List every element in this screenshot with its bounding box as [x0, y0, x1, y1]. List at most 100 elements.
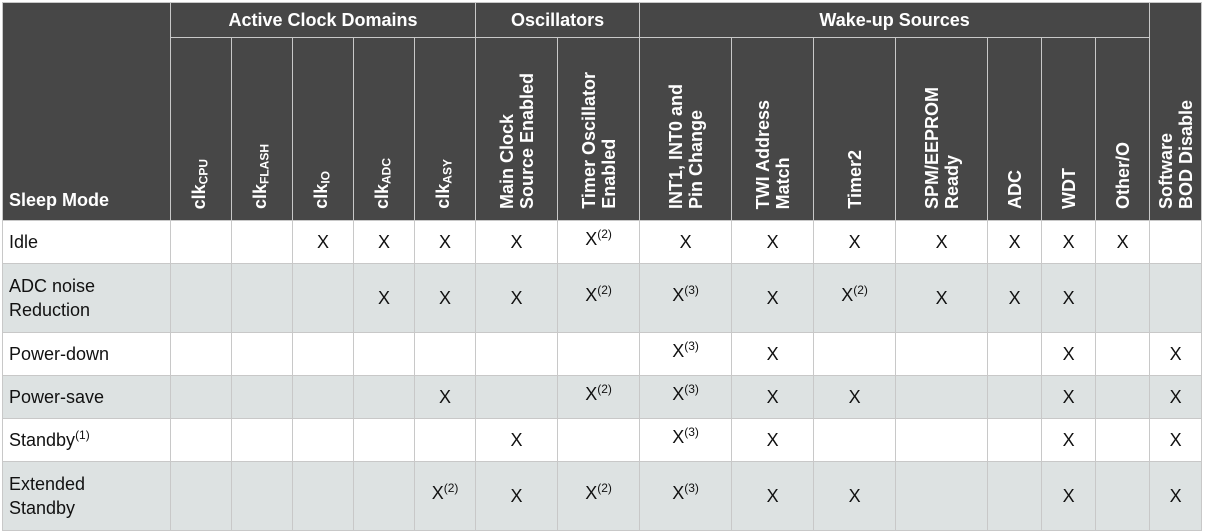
- column-header-timer-oscillator: Timer Oscillator Enabled: [557, 37, 641, 221]
- table-row: Idle X X X X X(2) X X X X X X X: [2, 220, 1203, 264]
- check-mark: X: [585, 284, 598, 305]
- footnote-marker: (2): [597, 381, 612, 396]
- check-mark: X: [510, 287, 523, 308]
- table-cell: X(3): [639, 418, 733, 462]
- table-cell: [292, 263, 354, 333]
- check-mark: X: [679, 231, 692, 252]
- column-header-clk-adc: clkADC: [353, 37, 415, 221]
- table-cell: X: [1149, 461, 1203, 531]
- check-mark: X: [848, 485, 861, 506]
- table-cell: X(2): [557, 375, 641, 419]
- check-mark: X: [766, 287, 779, 308]
- sleep-mode-name: Extended Standby: [2, 461, 171, 531]
- column-header-wdt: WDT: [1041, 37, 1097, 221]
- table-cell: X: [413, 220, 477, 264]
- check-mark: X: [848, 386, 861, 407]
- column-header-adc: ADC: [987, 37, 1043, 221]
- table-cell: [1095, 332, 1151, 376]
- table-row: ADC noise Reduction X X X X(2) X(3) X X(2) X X X: [2, 263, 1203, 333]
- check-mark: X: [1062, 343, 1075, 364]
- table-cell: X: [895, 263, 989, 333]
- check-mark: X: [316, 231, 329, 252]
- table-cell: X: [731, 220, 815, 264]
- table-cell: X: [1041, 461, 1097, 531]
- table-cell: X(2): [557, 461, 641, 531]
- table-cell: [557, 332, 641, 376]
- table-cell: X: [639, 220, 733, 264]
- footnote-marker: (3): [684, 282, 699, 297]
- check-mark: X: [439, 386, 452, 407]
- check-mark: X: [848, 231, 861, 252]
- check-mark: X: [510, 485, 523, 506]
- column-header-int-pin-change: INT1, INT0 and Pin Change: [639, 37, 733, 221]
- table-cell: X(2): [413, 461, 477, 531]
- table-cell: [413, 332, 477, 376]
- table-cell: [170, 220, 232, 264]
- check-mark: X: [1169, 485, 1182, 506]
- table-cell: X: [475, 418, 559, 462]
- table-cell: [353, 375, 415, 419]
- footnote-marker: (2): [597, 226, 612, 241]
- table-cell: [895, 418, 989, 462]
- table-cell: X: [987, 220, 1043, 264]
- check-mark: X: [766, 231, 779, 252]
- table-cell: [1095, 461, 1151, 531]
- table-row: Power-down X(3) X X X: [2, 332, 1203, 376]
- table-cell: X(3): [639, 375, 733, 419]
- sleep-mode-name: Standby(1): [2, 418, 171, 462]
- table-cell: [475, 332, 559, 376]
- check-mark: X: [585, 482, 598, 503]
- check-mark: X: [1062, 429, 1075, 450]
- table-cell: [170, 263, 232, 333]
- table-cell: X(2): [557, 263, 641, 333]
- table-cell: [170, 375, 232, 419]
- table-cell: [353, 418, 415, 462]
- table-cell: [895, 461, 989, 531]
- table-cell: [231, 332, 293, 376]
- table-cell: [170, 332, 232, 376]
- check-mark: X: [1062, 386, 1075, 407]
- column-header-clk-flash: clkFLASH: [231, 37, 293, 221]
- column-header-main-clock-source: Main Clock Source Enabled: [475, 37, 559, 221]
- check-mark: X: [439, 287, 452, 308]
- check-mark: X: [1008, 231, 1021, 252]
- check-mark: X: [672, 482, 685, 503]
- table-cell: X: [813, 375, 897, 419]
- sleep-mode-name: Power-down: [2, 332, 171, 376]
- column-header-twi-address-match: TWI Address Match: [731, 37, 815, 221]
- table-cell: [170, 418, 232, 462]
- table-cell: [895, 332, 989, 376]
- table-cell: X: [413, 375, 477, 419]
- table-cell: [231, 220, 293, 264]
- table-cell: [1149, 220, 1203, 264]
- table-cell: X: [475, 220, 559, 264]
- footnote-marker: (2): [853, 282, 868, 297]
- table-cell: X: [1149, 375, 1203, 419]
- check-mark: X: [935, 231, 948, 252]
- table-cell: X: [475, 263, 559, 333]
- table-row: Power-save X X(2) X(3) X X X X: [2, 375, 1203, 419]
- table-cell: [353, 461, 415, 531]
- table-cell: [231, 263, 293, 333]
- table-cell: [1095, 263, 1151, 333]
- table-cell: [413, 418, 477, 462]
- table-cell: [987, 332, 1043, 376]
- table-cell: [987, 375, 1043, 419]
- check-mark: X: [1062, 231, 1075, 252]
- table-cell: X: [1041, 332, 1097, 376]
- table-cell: X: [813, 220, 897, 264]
- table-cell: [895, 375, 989, 419]
- footnote-marker: (2): [597, 282, 612, 297]
- column-header-clk-io: clkIO: [292, 37, 354, 221]
- table-cell: [1095, 375, 1151, 419]
- table-cell: [1149, 263, 1203, 333]
- check-mark: X: [1062, 485, 1075, 506]
- check-mark: X: [935, 287, 948, 308]
- table-cell: [231, 461, 293, 531]
- check-mark: X: [766, 429, 779, 450]
- table-cell: [813, 418, 897, 462]
- footnote-marker: (3): [684, 381, 699, 396]
- check-mark: X: [1062, 287, 1075, 308]
- table-header: Sleep Mode Active Clock Domains Oscillat…: [2, 2, 1203, 221]
- footnote-marker: (2): [597, 480, 612, 495]
